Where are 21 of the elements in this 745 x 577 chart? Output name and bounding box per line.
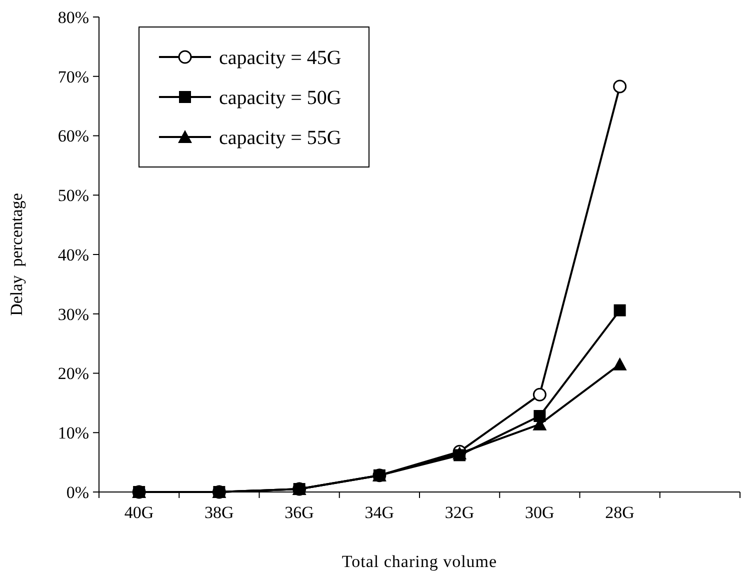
legend-label: capacity = 50G bbox=[219, 87, 342, 109]
x-tick-label: 38G bbox=[204, 503, 234, 522]
x-axis-title: Total charing volume bbox=[342, 552, 498, 571]
x-tick-label: 28G bbox=[605, 503, 634, 522]
y-axis-title: Delay percentage bbox=[7, 193, 26, 316]
x-tick-label: 36G bbox=[284, 503, 314, 522]
y-tick-label: 40% bbox=[58, 245, 89, 264]
y-tick-label: 50% bbox=[58, 186, 89, 206]
y-tick-label: 10% bbox=[58, 424, 89, 443]
y-tick-label: 70% bbox=[58, 67, 89, 86]
x-tick-label: 34G bbox=[364, 503, 394, 522]
y-tick-label: 60% bbox=[58, 126, 89, 146]
y-tick-label: 0% bbox=[66, 482, 89, 502]
x-tick-label: 40G bbox=[124, 503, 154, 522]
y-tick-label: 20% bbox=[58, 364, 89, 384]
legend-label: capacity = 55G bbox=[219, 127, 342, 149]
legend-label: capacity = 45G bbox=[219, 47, 342, 69]
y-tick-label: 30% bbox=[58, 304, 89, 324]
x-tick-label: 32G bbox=[444, 503, 474, 522]
x-tick-label: 30G bbox=[525, 503, 554, 522]
y-tick-label: 80% bbox=[58, 8, 89, 27]
